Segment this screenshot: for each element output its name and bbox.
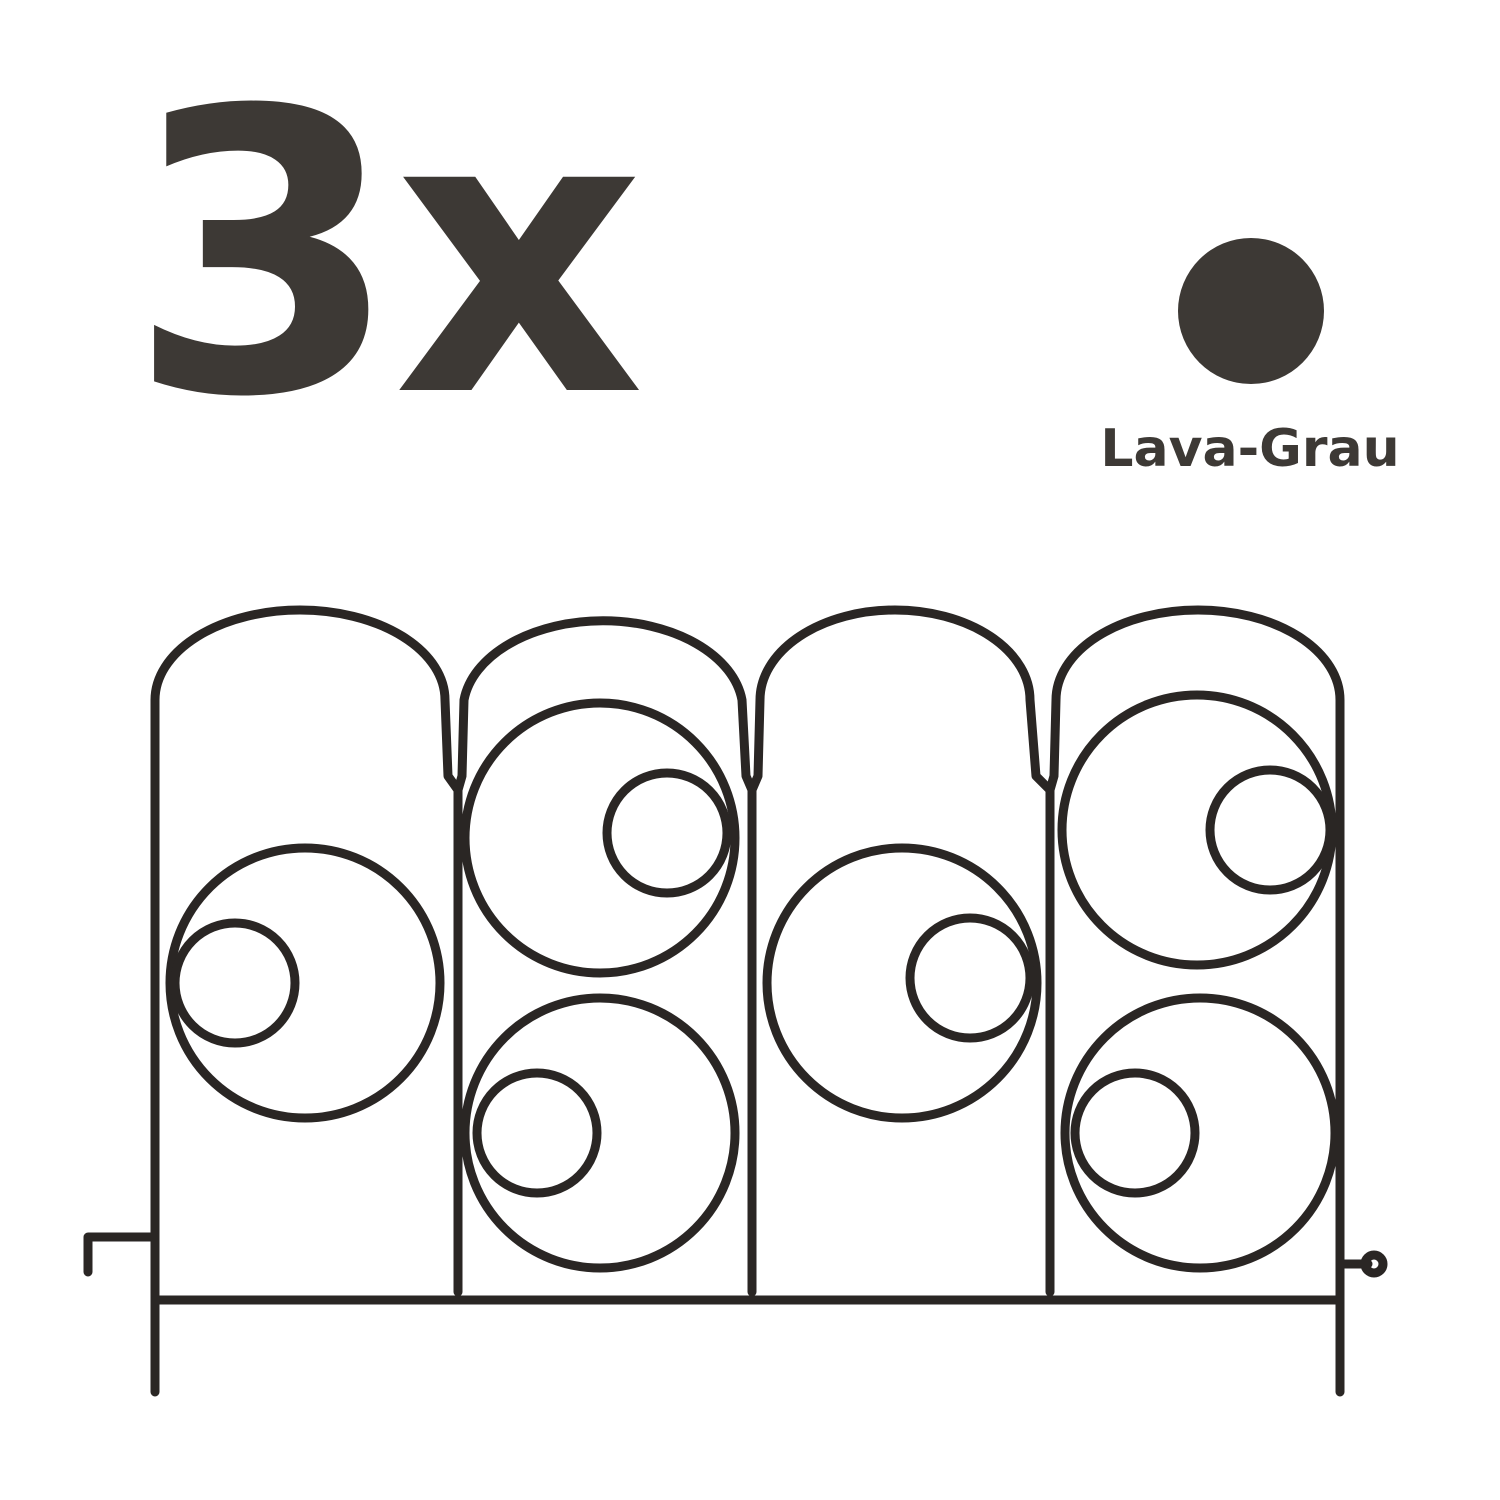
fence-ring-small: [1205, 765, 1335, 895]
fence-arch-4: [1045, 605, 1345, 1397]
fence-right-eyelet-ring: [1360, 1250, 1388, 1278]
fence-ring-large: [165, 843, 445, 1123]
fence-arch-3: [747, 605, 1055, 1297]
fence-ring-small: [472, 1068, 602, 1198]
fence-arch-1: [150, 605, 463, 1397]
fence-ring-small: [905, 913, 1035, 1043]
fence-ring-large: [460, 698, 740, 978]
fence-arch-2: [453, 616, 757, 1297]
color-swatch: [1178, 238, 1324, 384]
fence-ring-large: [460, 993, 740, 1273]
fence-ring-small: [170, 918, 300, 1048]
fence-ring-small: [1070, 1068, 1200, 1198]
fence-left-hook: [83, 1232, 160, 1277]
quantity-label: 3x: [128, 28, 645, 482]
fence-ring-large: [1057, 690, 1337, 970]
fence-ring-large: [762, 843, 1042, 1123]
color-name-label: Lava-Grau: [1100, 419, 1400, 479]
fence-ring-small: [602, 768, 732, 898]
fence-ring-large: [1060, 993, 1340, 1273]
